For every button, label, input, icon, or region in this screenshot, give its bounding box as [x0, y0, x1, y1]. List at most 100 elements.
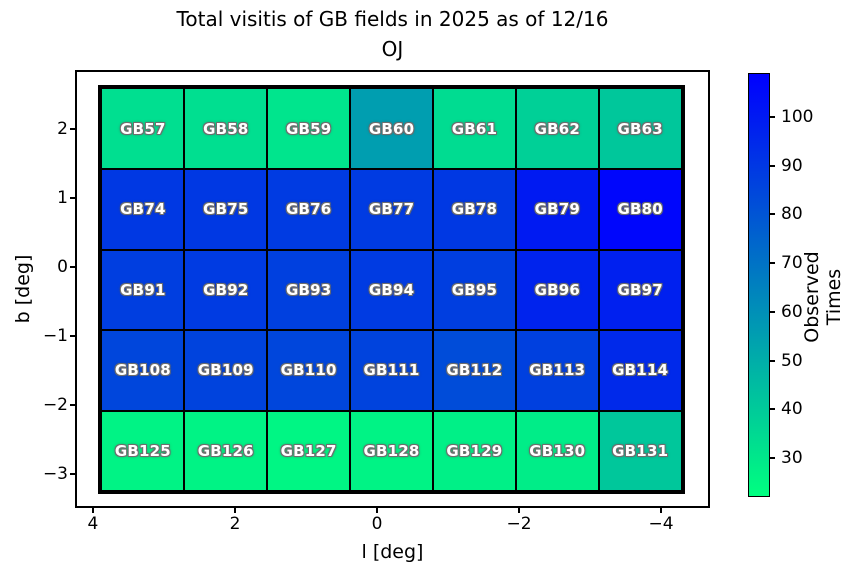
heatmap-cell-label: GB74: [120, 200, 166, 219]
heatmap-cell-label: GB92: [203, 280, 249, 299]
x-tick-mark: [518, 508, 521, 513]
heatmap-cell: GB95: [432, 249, 516, 331]
heatmap-cell-label: GB93: [285, 280, 332, 299]
heatmap-cell-label: GB114: [612, 361, 669, 380]
heatmap-cell: GB74: [101, 169, 185, 250]
heatmap-cell: GB91: [101, 249, 185, 331]
heatmap-cell: GB109: [184, 330, 268, 411]
x-tick-label: −2: [506, 514, 532, 534]
heatmap-cell: GB126: [184, 410, 268, 492]
heatmap-cell-label: GB62: [534, 119, 581, 138]
heatmap-grid: GB57 GB58 GB59 GB60 GB61 GB62 GB63 GB74 GB75 GB76…: [98, 85, 685, 495]
plot-area: GB57 GB58 GB59 GB60 GB61 GB62 GB63 GB74 GB75 GB76…: [75, 70, 710, 508]
heatmap-cell: GB76: [267, 169, 351, 250]
y-tick-label: 2: [57, 119, 68, 140]
heatmap-cell-label: GB97: [617, 280, 663, 299]
heatmap-cell: GB77: [350, 169, 433, 250]
heatmap-cell-label: GB110: [280, 361, 337, 380]
heatmap-cell: GB125: [101, 410, 185, 492]
heatmap-cell-label: GB57: [120, 119, 166, 138]
heatmap-cell: GB94: [350, 249, 433, 331]
y-tick-mark: [70, 335, 75, 338]
chart-title: Total visitis of GB fields in 2025 as of…: [75, 4, 710, 64]
heatmap-cell-label: GB75: [203, 200, 249, 219]
heatmap-cell-label: GB131: [612, 441, 669, 460]
heatmap-cell-label: GB126: [197, 441, 254, 460]
x-axis-label: l [deg]: [361, 541, 424, 563]
y-tick-mark: [70, 404, 75, 407]
x-tick-label: 0: [371, 514, 383, 534]
colorbar-tick-label: 100: [781, 106, 814, 127]
heatmap-cell-label: GB125: [114, 441, 171, 460]
colorbar-tick-mark: [770, 408, 775, 411]
heatmap-cell-label: GB127: [280, 441, 337, 460]
colorbar-tick-label: 60: [781, 301, 803, 322]
heatmap-cell: GB92: [184, 249, 268, 331]
heatmap-cell-label: GB113: [529, 361, 586, 380]
colorbar-tick-label: 40: [781, 399, 803, 420]
heatmap-cell-label: GB78: [451, 200, 498, 219]
x-tick-label: 2: [229, 514, 241, 534]
x-tick-mark: [91, 508, 94, 513]
x-tick-mark: [233, 508, 236, 513]
colorbar-tick-mark: [770, 310, 775, 313]
heatmap-cell-label: GB94: [368, 280, 415, 299]
heatmap-cell: GB108: [101, 330, 185, 411]
heatmap-cell: GB78: [432, 169, 516, 250]
y-tick-label: 1: [57, 188, 68, 209]
heatmap-cell: GB110: [267, 330, 351, 411]
heatmap-cell: GB61: [432, 88, 516, 170]
heatmap-cell: GB112: [432, 330, 516, 411]
heatmap-cell: GB57: [101, 88, 185, 170]
colorbar-tick-label: 30: [781, 448, 803, 468]
heatmap-cell: GB127: [267, 410, 351, 492]
y-tick-mark: [70, 128, 75, 131]
x-tick-label: 4: [87, 514, 99, 534]
heatmap-cell: GB60: [350, 88, 433, 170]
heatmap-cell-label: GB108: [114, 361, 171, 380]
colorbar-tick-label: 50: [781, 350, 803, 371]
heatmap-cell-label: GB112: [446, 361, 503, 380]
heatmap-cell-label: GB95: [451, 280, 498, 299]
heatmap-cell: GB79: [515, 169, 599, 250]
colorbar: [748, 73, 770, 497]
y-tick-label: −3: [42, 464, 68, 485]
heatmap-cell: GB59: [267, 88, 351, 170]
colorbar-tick-mark: [770, 457, 775, 459]
heatmap-cell: GB97: [598, 249, 682, 331]
y-tick-label: 0: [57, 257, 68, 278]
heatmap-cell-label: GB79: [534, 200, 581, 219]
heatmap-cell: GB96: [515, 249, 599, 331]
heatmap-cell-label: GB63: [617, 119, 663, 138]
x-tick-mark: [660, 508, 663, 513]
heatmap-cell-label: GB130: [529, 441, 586, 460]
heatmap-cell-label: GB128: [363, 441, 420, 460]
heatmap-cell-label: GB80: [617, 200, 663, 219]
y-tick-label: −2: [42, 395, 68, 416]
colorbar-tick-label: 70: [781, 253, 803, 274]
colorbar-tick-mark: [770, 359, 775, 362]
heatmap-cell-label: GB111: [363, 361, 420, 380]
colorbar-tick-mark: [770, 262, 775, 265]
x-tick-mark: [376, 508, 378, 513]
heatmap-cell-label: GB91: [120, 280, 166, 299]
colorbar-label: Observed Times: [801, 251, 845, 343]
heatmap-cell-label: GB58: [203, 119, 249, 138]
colorbar-tick-mark: [770, 164, 775, 167]
heatmap-cell: GB93: [267, 249, 351, 331]
colorbar-tick-label: 80: [781, 204, 803, 225]
heatmap-cell: GB63: [598, 88, 682, 170]
heatmap-cell-label: GB77: [368, 200, 415, 219]
heatmap-cell: GB75: [184, 169, 268, 250]
y-tick-mark: [70, 197, 75, 200]
chart-title-line1: Total visitis of GB fields in 2025 as of…: [176, 7, 609, 31]
heatmap-cell: GB58: [184, 88, 268, 170]
heatmap-cell-label: GB59: [285, 119, 332, 138]
heatmap-cell: GB113: [515, 330, 599, 411]
y-tick-mark: [70, 473, 75, 476]
y-tick-label: −1: [42, 326, 68, 347]
heatmap-cell-label: GB96: [534, 280, 581, 299]
y-axis-label: b [deg]: [12, 254, 34, 324]
heatmap-cell: GB114: [598, 330, 682, 411]
